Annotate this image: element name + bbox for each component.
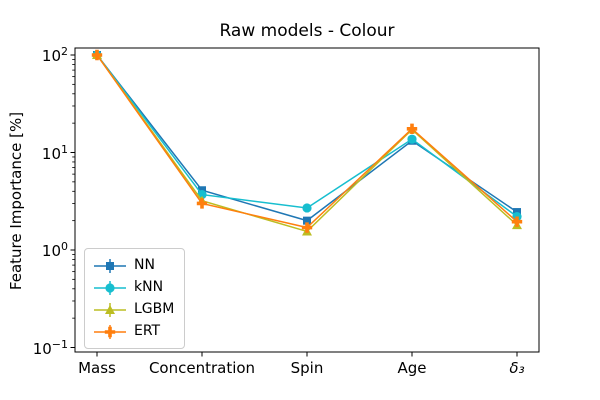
legend-marker-icon xyxy=(94,280,126,295)
legend-marker-icon xyxy=(94,302,126,317)
series-ERT xyxy=(91,49,523,233)
legend-item-ERT: ERT xyxy=(93,321,174,342)
plus-marker-icon xyxy=(91,49,103,61)
x-tick-label: Age xyxy=(397,359,427,377)
chart-title: Raw models - Colour xyxy=(219,21,395,41)
circle-marker-icon xyxy=(407,134,417,144)
plus-marker-icon xyxy=(511,216,523,227)
legend: NN kNN LGBM ERT xyxy=(84,248,186,349)
legend-label: NN xyxy=(134,257,155,273)
y-tick-label: 10−1 xyxy=(32,337,68,358)
circle-marker-icon xyxy=(105,282,115,293)
legend-item-NN: NN xyxy=(93,255,174,276)
x-tick-label: Mass xyxy=(78,359,116,377)
plus-marker-icon xyxy=(104,326,116,337)
y-tick-label: 101 xyxy=(41,142,68,163)
legend-label: LGBM xyxy=(134,301,175,317)
plus-marker-icon xyxy=(406,123,418,135)
x-tick-label: Concentration xyxy=(148,359,256,377)
triangle-marker-icon xyxy=(105,304,115,314)
x-tick-label: Spin xyxy=(290,359,324,377)
legend-marker-icon xyxy=(94,258,126,273)
plus-marker-icon xyxy=(301,222,313,233)
circle-marker-icon xyxy=(302,203,312,213)
square-marker-icon xyxy=(106,261,114,270)
plus-marker-icon xyxy=(196,198,208,209)
legend-label: ERT xyxy=(134,323,161,339)
legend-item-kNN: kNN xyxy=(93,277,174,298)
legend-marker-icon xyxy=(94,324,126,339)
y-tick-label: 102 xyxy=(41,45,68,65)
series-kNN xyxy=(92,50,522,222)
y-tick-label: 100 xyxy=(41,240,68,260)
x-tick-label: δ₃ xyxy=(509,359,525,377)
square-marker-icon xyxy=(303,216,311,225)
legend-label: kNN xyxy=(134,279,164,295)
legend-item-LGBM: LGBM xyxy=(93,299,174,320)
